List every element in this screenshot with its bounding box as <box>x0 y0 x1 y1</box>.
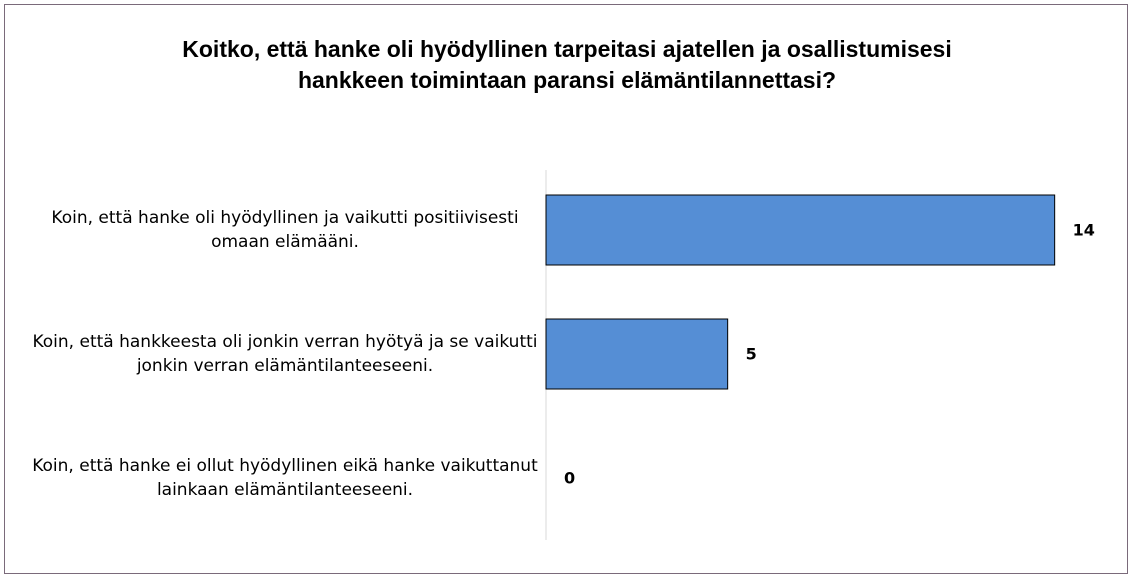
bar <box>545 194 1056 266</box>
bar <box>545 318 729 390</box>
value-label: 14 <box>1073 221 1095 240</box>
category-label: Koin, että hanke ei ollut hyödyllinen ei… <box>32 456 538 500</box>
value-label: 5 <box>746 345 757 364</box>
chart-title: Koitko, että hanke oli hyödyllinen tarpe… <box>182 36 952 93</box>
category-label: Koin, että hanke oli hyödyllinen ja vaik… <box>51 208 519 252</box>
category-label: Koin, että hankkeesta oli jonkin verran … <box>32 332 538 376</box>
value-label: 0 <box>564 469 575 488</box>
